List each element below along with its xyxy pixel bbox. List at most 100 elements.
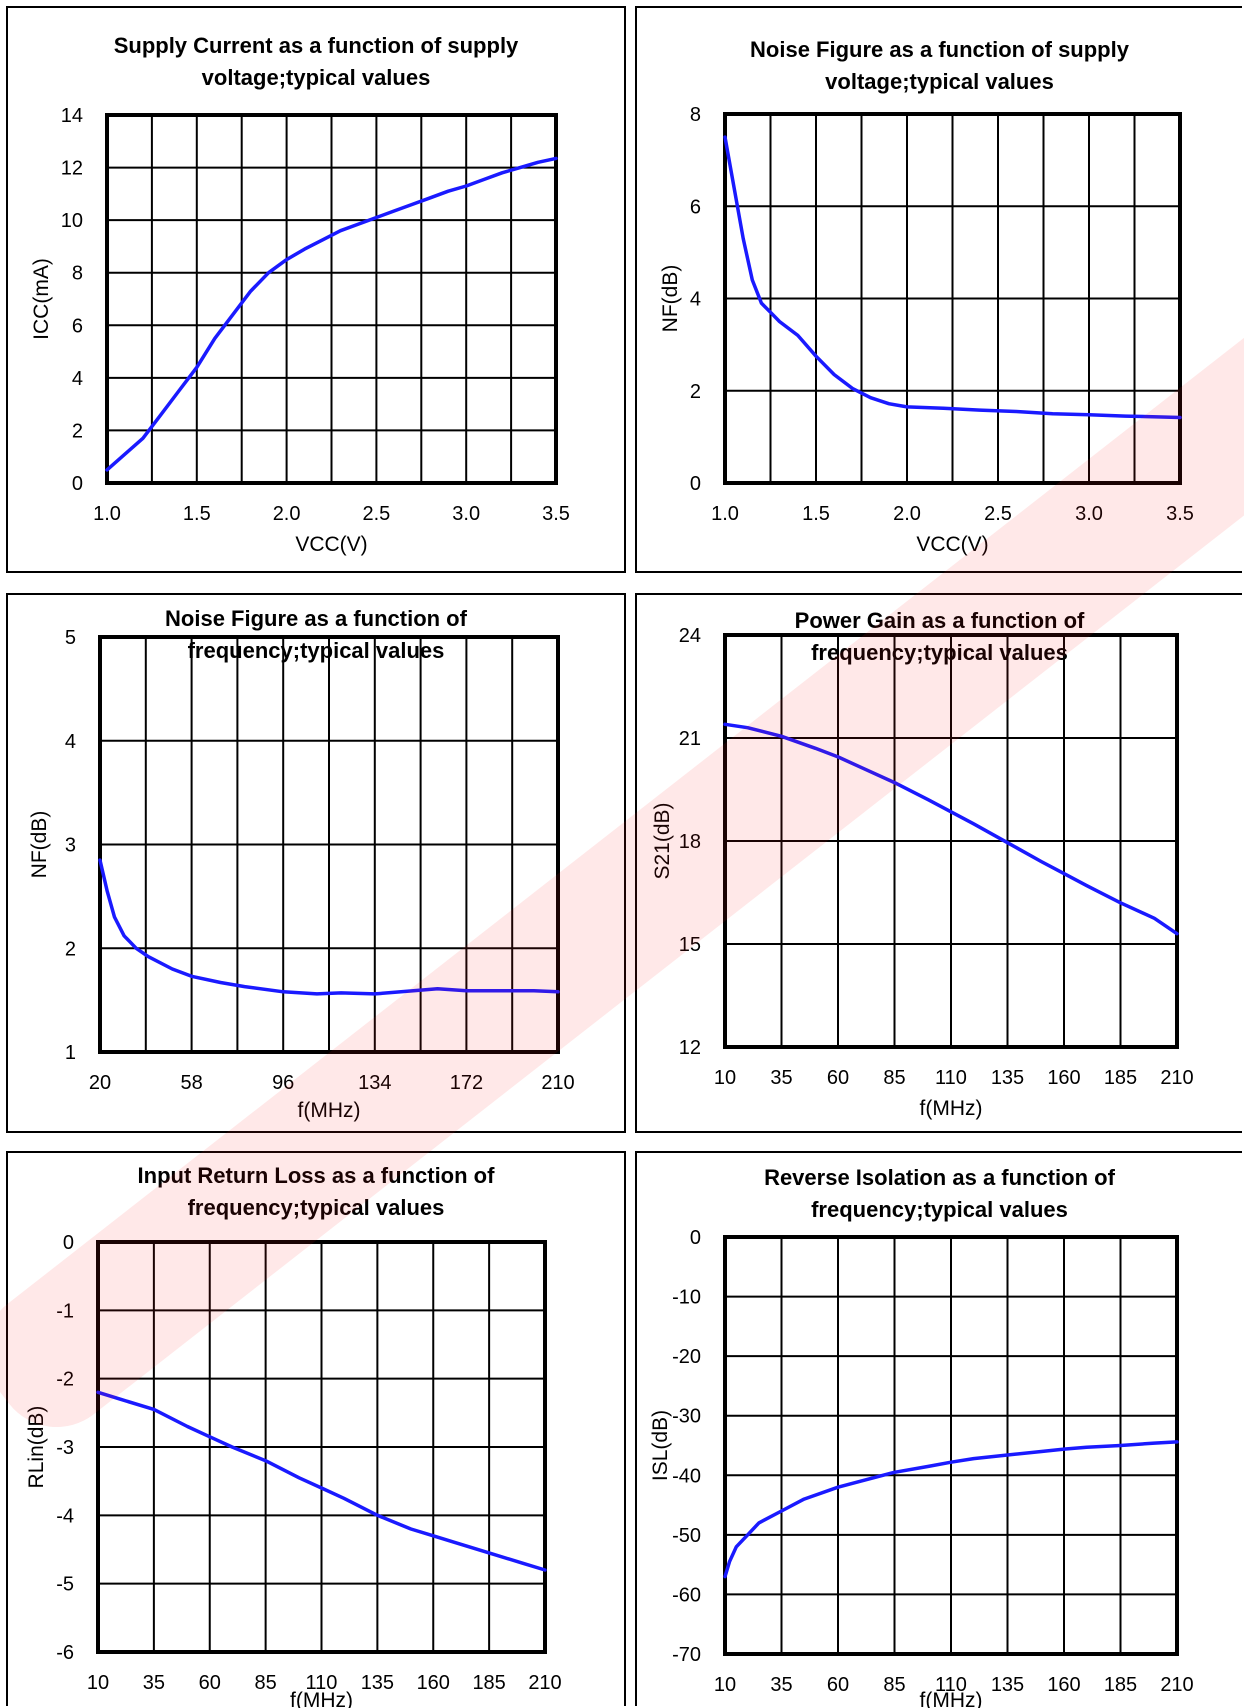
y-tick-label: 4: [65, 731, 76, 753]
y-tick-label: 0: [690, 1227, 701, 1249]
chart-title-line1: Supply Current as a function of supply: [113, 33, 519, 58]
x-tick-label: 210: [528, 1672, 561, 1694]
x-tick-label: 35: [143, 1672, 165, 1694]
y-tick-label: -1: [56, 1300, 74, 1322]
x-tick-label: 210: [541, 1072, 574, 1094]
y-tick-label: -4: [56, 1505, 74, 1527]
x-tick-label: 110: [306, 1672, 338, 1694]
chart-panel-supply-current: Supply Current as a function of supply v…: [6, 6, 626, 573]
y-axis-label: ICC(mA): [30, 258, 53, 340]
y-tick-label: -50: [672, 1525, 701, 1547]
x-tick-label: 10: [87, 1672, 109, 1694]
y-tick-label: 12: [61, 158, 83, 180]
y-tick-label: 12: [679, 1037, 701, 1059]
chart-plot: 1.0 1.5 2.0 2.5 3.0 3.5 0 2 4 6 8 10 12 14 VCC(V) ICC(m…: [30, 105, 570, 556]
chart-plot: 10 35 60 85 110 135 160 185 210 12 15 18 21 24 f(MHz) S…: [651, 625, 1194, 1120]
y-tick-label: 2: [690, 381, 701, 403]
chart-title-line1: Power Gain as a function of: [794, 608, 1085, 633]
y-tick-label: -70: [672, 1644, 701, 1666]
x-tick-label: 85: [883, 1674, 905, 1696]
y-axis-label: RLin(dB): [25, 1406, 48, 1489]
chart-plot: 1.0 1.5 2.0 2.5 3.0 3.5 0 2 4 6 8 VCC(V) NF(dB): [659, 104, 1194, 556]
x-tick-label: 3.0: [1075, 503, 1103, 525]
series-line: [723, 722, 1179, 936]
y-axis-label: ISL(dB): [649, 1410, 672, 1481]
chart-title-line2: frequency;typical values: [187, 638, 445, 663]
plot-frame: [723, 633, 1179, 1049]
x-tick-label: 1.5: [183, 503, 211, 525]
x-axis-label: f(MHz): [290, 1689, 353, 1708]
y-tick-label: 2: [65, 938, 76, 960]
y-tick-label: -20: [672, 1346, 701, 1368]
y-tick-label: -30: [672, 1406, 701, 1428]
x-tick-label: 210: [1160, 1067, 1193, 1089]
x-tick-label: 185: [1104, 1067, 1137, 1089]
y-tick-label: 0: [72, 473, 83, 495]
chart-title-line1: Noise Figure as a function of supply: [750, 37, 1129, 62]
x-tick-label: 2.5: [362, 503, 390, 525]
chart-plot: 10 35 60 85 110 135 160 185 210 -6 -5 -4 -3 -2 -1 0 f(MH…: [25, 1232, 562, 1708]
x-axis-label: f(MHz): [920, 1097, 983, 1120]
x-tick-label: 110: [935, 1674, 967, 1696]
x-tick-label: 172: [450, 1072, 483, 1094]
y-axis-label: S21(dB): [651, 802, 674, 879]
chart-title: Noise Figure as a function of frequency;…: [8, 603, 624, 667]
y-tick-label: 21: [679, 728, 701, 750]
x-tick-label: 96: [272, 1072, 294, 1094]
y-tick-label: 6: [690, 196, 701, 218]
x-tick-label: 160: [1047, 1674, 1080, 1696]
y-tick-label: 3: [65, 835, 76, 857]
series-line: [96, 1390, 547, 1572]
series-line: [723, 135, 1182, 420]
chart-title: Input Return Loss as a function of frequ…: [8, 1160, 624, 1224]
chart-title-line2: voltage;typical values: [201, 65, 431, 90]
y-tick-label: -2: [56, 1369, 74, 1391]
x-axis-label: f(MHz): [920, 1689, 983, 1708]
series-line: [98, 858, 560, 996]
chart-title: Power Gain as a function of frequency;ty…: [637, 605, 1242, 669]
y-tick-label: 15: [679, 934, 701, 956]
x-axis-label: VCC(V): [916, 533, 988, 556]
y-tick-label: -3: [56, 1437, 74, 1459]
x-tick-label: 60: [827, 1067, 849, 1089]
x-tick-label: 135: [991, 1067, 1024, 1089]
x-tick-label: 185: [1104, 1674, 1137, 1696]
x-tick-label: 2.0: [893, 503, 921, 525]
series-line: [105, 156, 558, 472]
x-tick-label: 160: [417, 1672, 450, 1694]
x-tick-label: 134: [358, 1072, 391, 1094]
chart-panel-power-gain: Power Gain as a function of frequency;ty…: [635, 593, 1242, 1133]
x-tick-label: 135: [991, 1674, 1024, 1696]
y-axis-label: NF(dB): [659, 265, 682, 333]
x-axis-label: VCC(V): [295, 533, 367, 556]
y-tick-label: -40: [672, 1465, 701, 1487]
chart-title-line1: Input Return Loss as a function of: [137, 1163, 495, 1188]
y-tick-label: -6: [56, 1642, 74, 1664]
x-tick-label: 185: [472, 1672, 505, 1694]
chart-plot: 20 58 96 134 172 210 1 2 3 4 5 f(MHz) NF(dB): [28, 627, 575, 1122]
chart-title-line1: Noise Figure as a function of: [165, 606, 467, 631]
chart-title-line2: voltage;typical values: [825, 69, 1054, 94]
chart-title: Supply Current as a function of supply v…: [8, 30, 624, 94]
y-tick-label: -10: [672, 1287, 701, 1309]
x-tick-label: 85: [255, 1672, 277, 1694]
y-tick-label: 0: [690, 473, 701, 495]
chart-panel-input-return-loss: Input Return Loss as a function of frequ…: [6, 1151, 626, 1708]
x-tick-label: 1.0: [93, 503, 121, 525]
y-tick-label: 18: [679, 831, 701, 853]
y-tick-label: 0: [63, 1232, 74, 1254]
x-tick-label: 20: [89, 1072, 111, 1094]
chart-title-line2: frequency;typical values: [811, 1197, 1068, 1222]
x-tick-label: 2.0: [273, 503, 301, 525]
y-tick-label: 8: [72, 263, 83, 285]
chart-panel-nf-vs-freq: Noise Figure as a function of frequency;…: [6, 593, 626, 1133]
x-tick-label: 1.5: [802, 503, 830, 525]
x-tick-label: 58: [180, 1072, 202, 1094]
chart-plot: 10 35 60 85 110 135 160 185 210 -70 -60 -50 -40 -30 -2…: [649, 1227, 1194, 1708]
y-tick-label: -60: [672, 1584, 701, 1606]
plot-frame: [723, 112, 1182, 485]
x-tick-label: 135: [361, 1672, 394, 1694]
chart-title-line1: Reverse Isolation as a function of: [764, 1165, 1115, 1190]
x-tick-label: 210: [1160, 1674, 1193, 1696]
y-axis-label: NF(dB): [28, 811, 51, 879]
